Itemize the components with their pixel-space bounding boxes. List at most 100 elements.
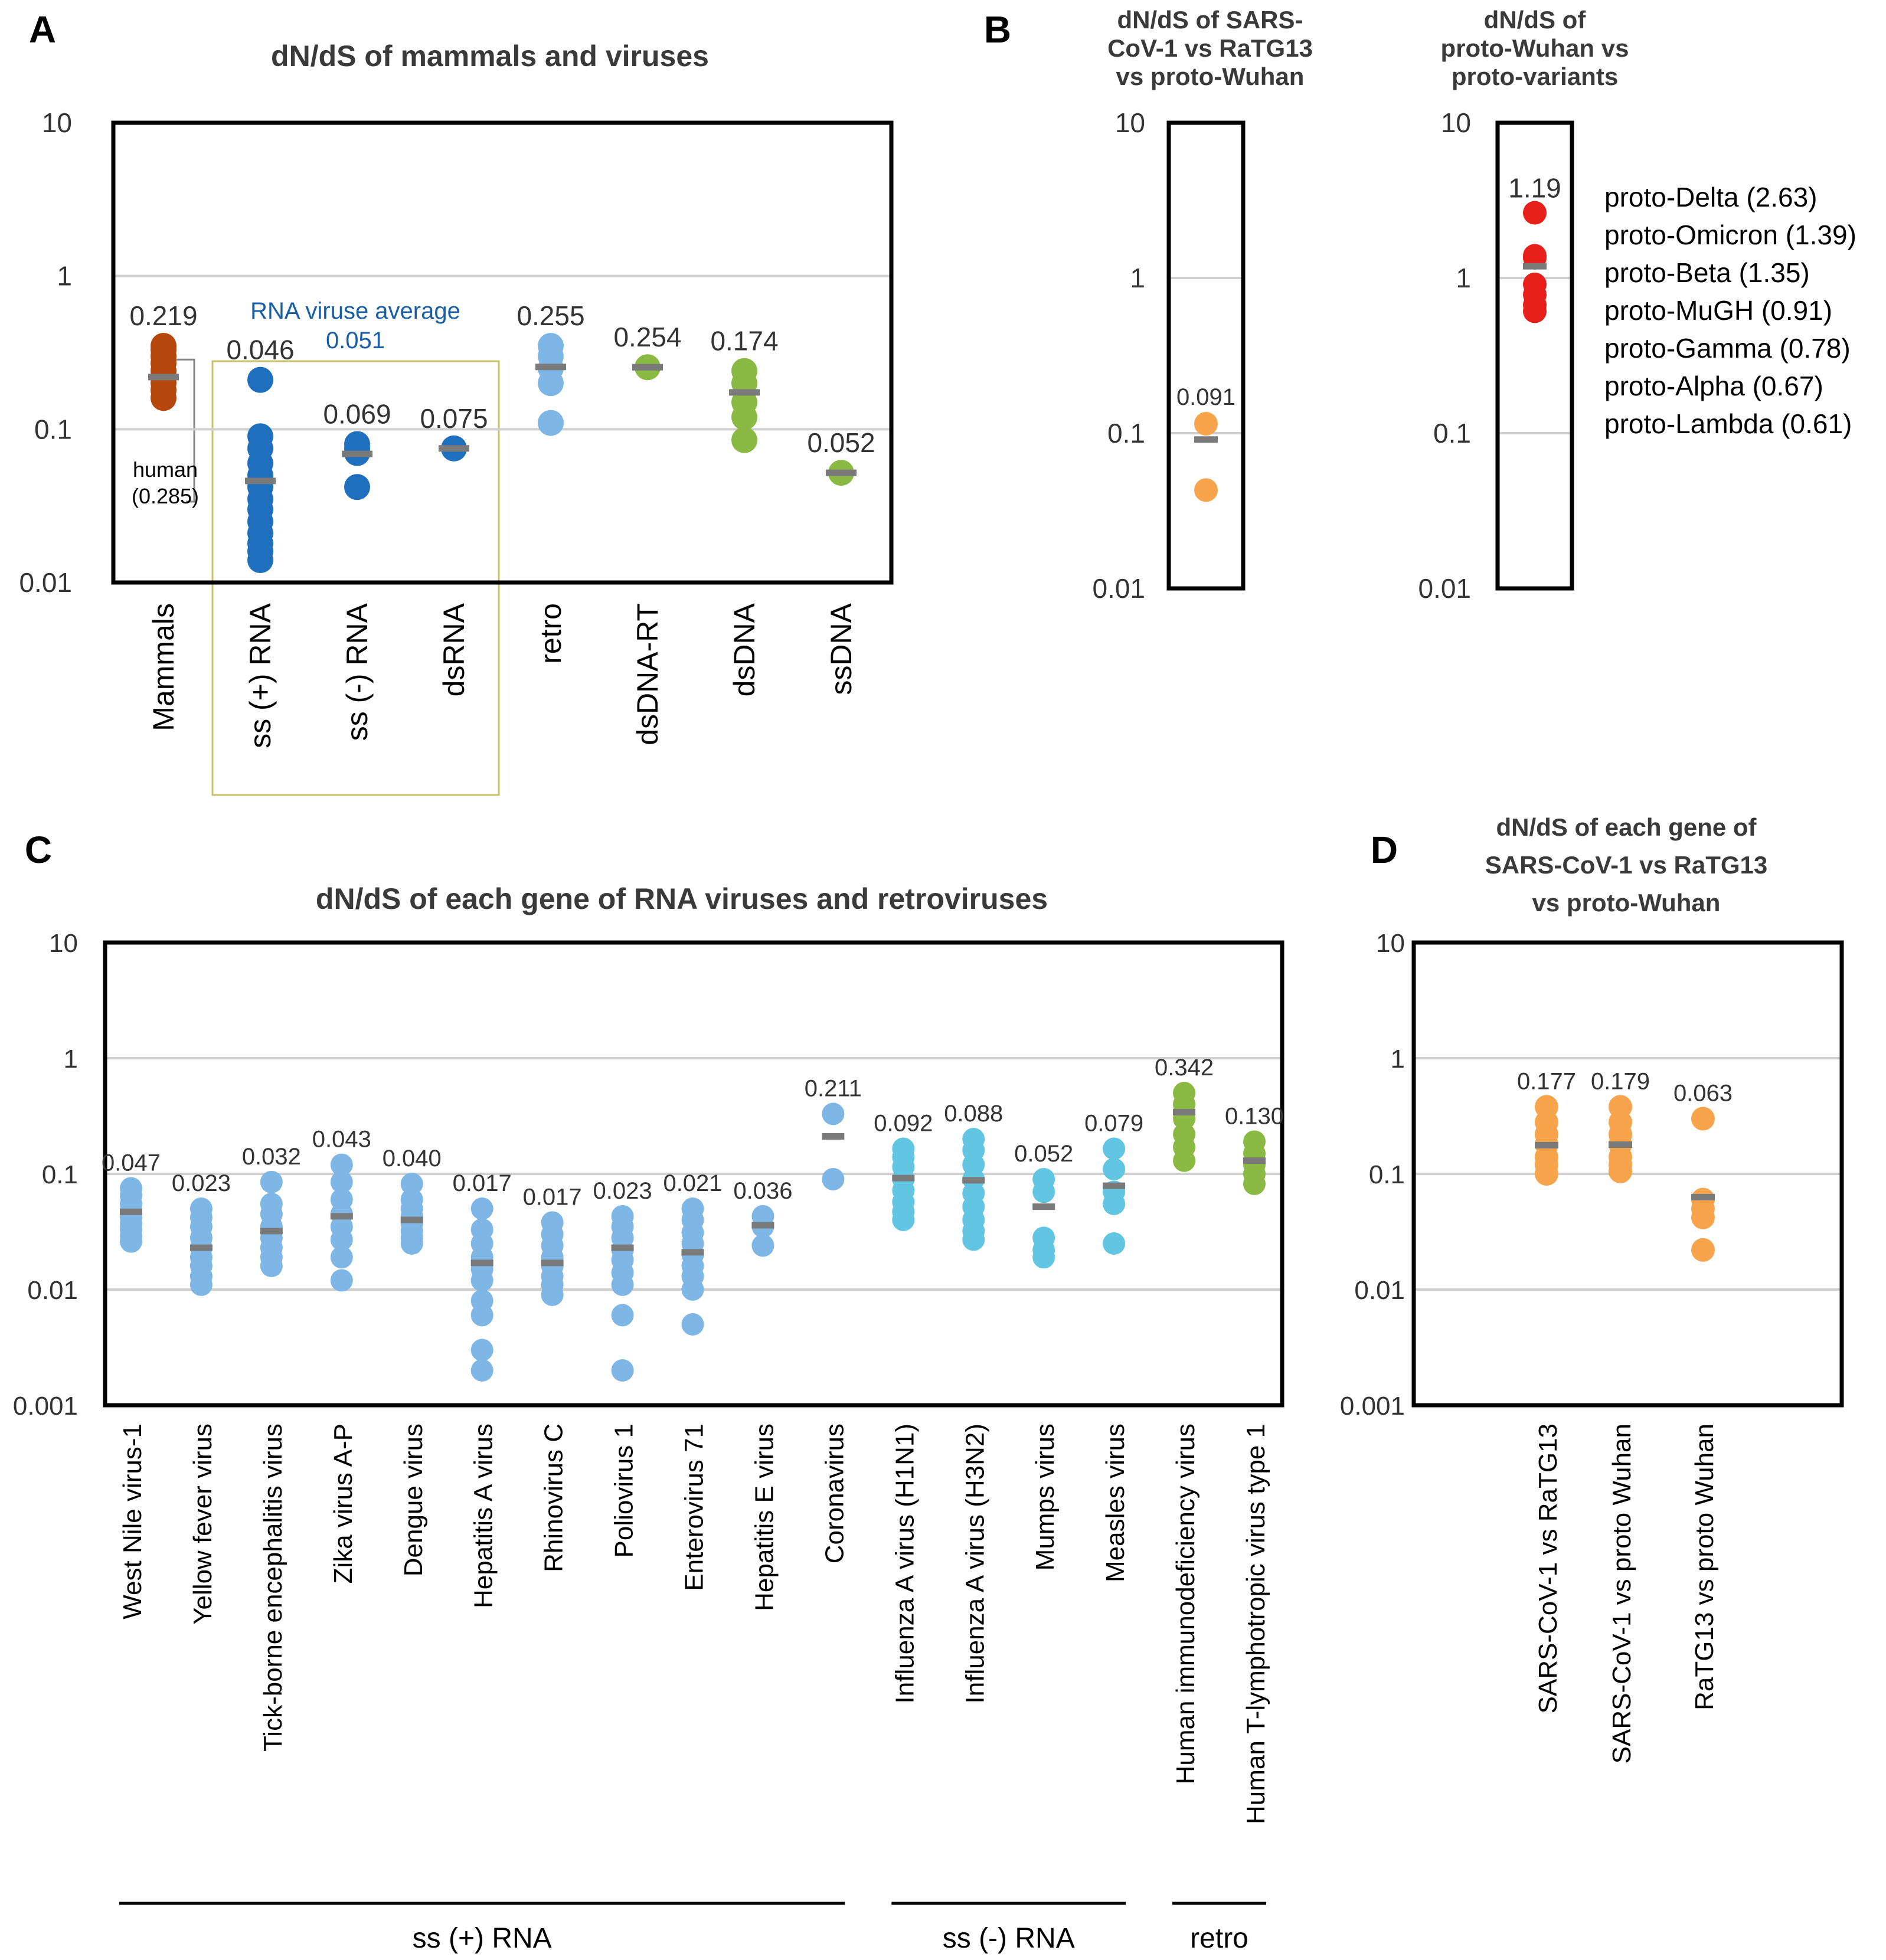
series-mumps-virus: 0.052: [1014, 1141, 1073, 1269]
series-enterovirus-71: 0.021: [663, 1170, 723, 1336]
data-point: [611, 1359, 634, 1382]
category-label: Measles virus: [1101, 1424, 1130, 1582]
series-mammals: 0.219: [129, 300, 198, 411]
data-point: [1194, 478, 1218, 502]
panel-C: CdN/dS of each gene of RNA viruses and r…: [25, 829, 1266, 1954]
legend-entry: proto-Delta (2.63): [1604, 182, 1818, 212]
data-point: [470, 1269, 493, 1292]
data-point: [189, 1273, 213, 1296]
plot-frame: [1166, 120, 1246, 591]
series-dsdna-rt: 0.254: [613, 322, 682, 381]
y-tick-label: 1: [64, 1045, 78, 1074]
chart-title: dN/dS of: [1484, 6, 1587, 34]
data-point: [247, 367, 273, 393]
group-brackets: ss (+) RNA ss (-) RNA retro: [119, 1902, 1266, 1954]
series-ratg13-vs-proto-wuhan: 0.063: [1673, 1080, 1733, 1262]
mean-value-label: 0.091: [1176, 384, 1235, 410]
plot-frame: [1411, 940, 1844, 1408]
plot-frame: [103, 940, 1284, 1408]
chart-title: vs proto-Wuhan: [1116, 63, 1305, 90]
mean-value-label: 0.179: [1591, 1068, 1650, 1094]
category-label: Influenza A virus (H3N2): [960, 1424, 989, 1703]
data-point: [120, 1230, 142, 1253]
data-point: [344, 474, 370, 500]
y-tick-label: 0.1: [1369, 1160, 1405, 1189]
human-bracket: [173, 358, 195, 503]
data-point: [247, 547, 273, 574]
data-point: [611, 1273, 634, 1296]
chart-title: CoV-1 vs RaTG13: [1107, 34, 1313, 62]
data-point: [1609, 1159, 1632, 1183]
series-influenza-a-virus-h1n1: 0.092: [874, 1110, 933, 1231]
rna-group-box: [211, 360, 500, 796]
data-point: [1523, 299, 1547, 323]
data-point: [1243, 1172, 1266, 1195]
mean-value-label: 0.023: [593, 1178, 652, 1204]
data-point: [330, 1269, 353, 1292]
series-sars-cov-1-vs-ratg13: 0.177: [1517, 1068, 1576, 1186]
series-sars-cov-1-vs-ratg13-vs-proto-wuhan: 0.091: [1176, 384, 1235, 502]
data-point: [1691, 1238, 1715, 1262]
mean-value-label: 0.342: [1155, 1055, 1214, 1081]
y-tick-label: 1: [57, 261, 72, 292]
series-measles-virus: 0.079: [1084, 1110, 1143, 1255]
data-point: [1103, 1232, 1126, 1255]
data-point: [681, 1278, 704, 1301]
y-tick-label: 0.01: [1092, 573, 1145, 604]
chart-title: dN/dS of each gene of: [1496, 813, 1757, 841]
series-coronavirus: 0.211: [805, 1075, 862, 1190]
category-label: Tick-borne encephalitis virus: [259, 1424, 287, 1752]
series-poliovirus-1: 0.023: [593, 1178, 652, 1382]
panel-D: dN/dS of each gene of SARS-CoV-1 vs RaTG1…: [1371, 813, 1767, 917]
series-influenza-a-virus-h3n2: 0.088: [944, 1101, 1003, 1251]
series-ss-rna: 0.069: [323, 398, 391, 500]
category-label: Hepatitis A virus: [469, 1424, 498, 1608]
category-label: SARS-CoV-1 vs RaTG13: [1534, 1424, 1563, 1714]
series-yellow-fever-virus: 0.023: [172, 1170, 231, 1296]
series-retro: 0.255: [517, 300, 585, 436]
data-point: [538, 410, 564, 436]
mean-value-label: 0.079: [1084, 1110, 1143, 1136]
plot-frame: [1495, 120, 1574, 591]
data-point: [541, 1283, 564, 1306]
series-human-immunodeficiency-virus: 0.342: [1155, 1055, 1214, 1172]
legend-entry: proto-MuGH (0.91): [1604, 295, 1832, 326]
mean-value-label: 0.043: [312, 1126, 371, 1152]
data-point: [1032, 1180, 1055, 1203]
legend-entry: proto-Beta (1.35): [1604, 257, 1810, 288]
category-label: ssDNA: [825, 603, 858, 695]
series-human-t-lymphotropic-virus-type-1: 0.130: [1225, 1103, 1284, 1195]
series-dsrna: 0.075: [420, 403, 488, 462]
data-point: [1691, 1107, 1715, 1131]
panel-B2-axes: 10 1 0.1 0.01: [1418, 107, 1574, 604]
legend: proto-Delta (2.63) proto-Omicron (1.39) pr…: [1604, 182, 1856, 439]
data-point: [731, 404, 757, 430]
mean-value-label: 0.052: [807, 427, 875, 458]
mean-value-label: 0.052: [1014, 1141, 1073, 1167]
data-point: [330, 1246, 353, 1269]
panel-D-category-labels: SARS-CoV-1 vs RaTG13 SARS-CoV-1 vs proto …: [1534, 1424, 1719, 1763]
series-dsdna: 0.174: [710, 326, 779, 453]
category-label: Dengue virus: [399, 1424, 428, 1576]
chart-title: dN/dS of each gene of RNA viruses and re…: [316, 882, 1048, 915]
y-tick-label: 1: [1456, 263, 1471, 293]
category-label: Human T-lymphotropic virus type 1: [1241, 1424, 1270, 1824]
mean-value-label: 0.219: [129, 300, 197, 331]
category-label: ss (+) RNA: [244, 603, 277, 748]
series-hepatitis-a-virus: 0.017: [453, 1170, 512, 1382]
mean-value-label: 0.047: [102, 1150, 161, 1176]
mean-value-label: 0.017: [523, 1184, 582, 1210]
group-label: retro: [1190, 1923, 1248, 1954]
chart-title: SARS-CoV-1 vs RaTG13: [1485, 851, 1768, 879]
series-hepatitis-e-virus: 0.036: [733, 1178, 792, 1257]
human-label: human: [133, 457, 198, 482]
y-tick-label: 10: [1376, 929, 1405, 958]
series-dengue-virus: 0.040: [383, 1146, 442, 1255]
category-label: Zika virus A-P: [329, 1424, 358, 1583]
series-rhinovirus-c: 0.017: [523, 1184, 582, 1306]
mean-value-label: 0.254: [613, 322, 681, 352]
plot-frame: [111, 120, 894, 585]
data-point: [1103, 1192, 1126, 1215]
y-tick-label: 10: [1115, 107, 1145, 138]
